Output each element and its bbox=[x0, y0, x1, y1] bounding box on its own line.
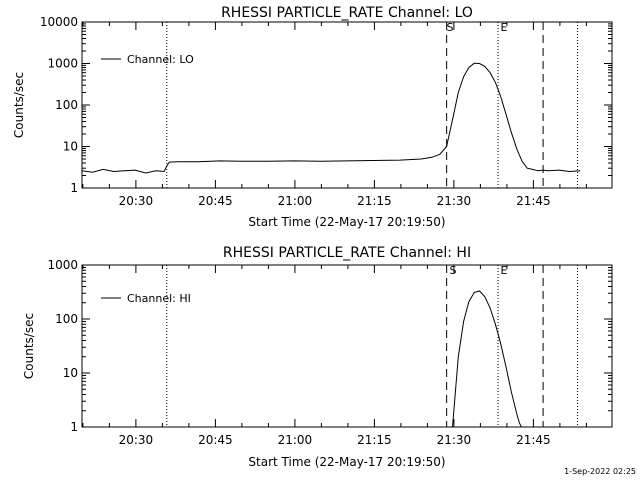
y-tick-label: 10 bbox=[63, 366, 78, 380]
chart-title: RHESSI PARTICLE_RATE Channel: HI bbox=[223, 245, 471, 261]
x-axis-label: Start Time (22-May-17 20:19:50) bbox=[248, 215, 445, 229]
legend-label: Channel: LO bbox=[127, 53, 194, 66]
x-tick-label: 20:45 bbox=[198, 433, 233, 447]
x-tick-label: 21:30 bbox=[437, 194, 472, 208]
x-tick-label: 21:00 bbox=[278, 433, 313, 447]
y-tick-label: 100 bbox=[55, 312, 78, 326]
end-marker: E bbox=[501, 21, 508, 34]
legend-label: Channel: HI bbox=[127, 292, 191, 305]
x-axis-label: Start Time (22-May-17 20:19:50) bbox=[248, 455, 445, 469]
series-line bbox=[452, 290, 522, 428]
x-tick-label: 20:45 bbox=[198, 194, 233, 208]
y-tick-label: 1 bbox=[70, 420, 78, 434]
chart-title: RHESSI PARTICLE_RATE Channel: LO bbox=[221, 5, 473, 21]
y-tick-label: 1000 bbox=[47, 258, 78, 272]
timestamp-footer: 1-Sep-2022 02:25 bbox=[564, 467, 636, 476]
y-axis-label: Counts/sec bbox=[12, 72, 26, 138]
x-tick-label: 21:45 bbox=[516, 433, 551, 447]
x-tick-label: 21:00 bbox=[278, 194, 313, 208]
y-axis-label: Counts/sec bbox=[22, 313, 36, 379]
plot-frame bbox=[81, 264, 613, 428]
x-tick-label: 21:30 bbox=[437, 433, 472, 447]
series-line bbox=[81, 62, 581, 174]
y-tick-label: 1000 bbox=[47, 57, 78, 71]
x-tick-label: 21:45 bbox=[516, 194, 551, 208]
x-tick-label: 20:30 bbox=[119, 433, 154, 447]
start-marker: S bbox=[450, 264, 457, 277]
x-tick-label: 21:15 bbox=[357, 194, 392, 208]
x-tick-label: 21:15 bbox=[357, 433, 392, 447]
start-marker: S bbox=[447, 21, 454, 34]
end-marker: E bbox=[501, 264, 508, 277]
plot-frame bbox=[81, 21, 613, 189]
y-tick-label: 10 bbox=[63, 140, 78, 154]
y-tick-label: 1 bbox=[70, 181, 78, 195]
panel-hi: RHESSI PARTICLE_RATE Channel: HI Counts/… bbox=[22, 245, 613, 469]
panel-lo: RHESSI PARTICLE_RATE Channel: LO Counts/… bbox=[12, 5, 613, 229]
x-tick-label: 20:30 bbox=[119, 194, 154, 208]
y-tick-label: 10000 bbox=[40, 15, 78, 29]
y-tick-label: 100 bbox=[55, 98, 78, 112]
